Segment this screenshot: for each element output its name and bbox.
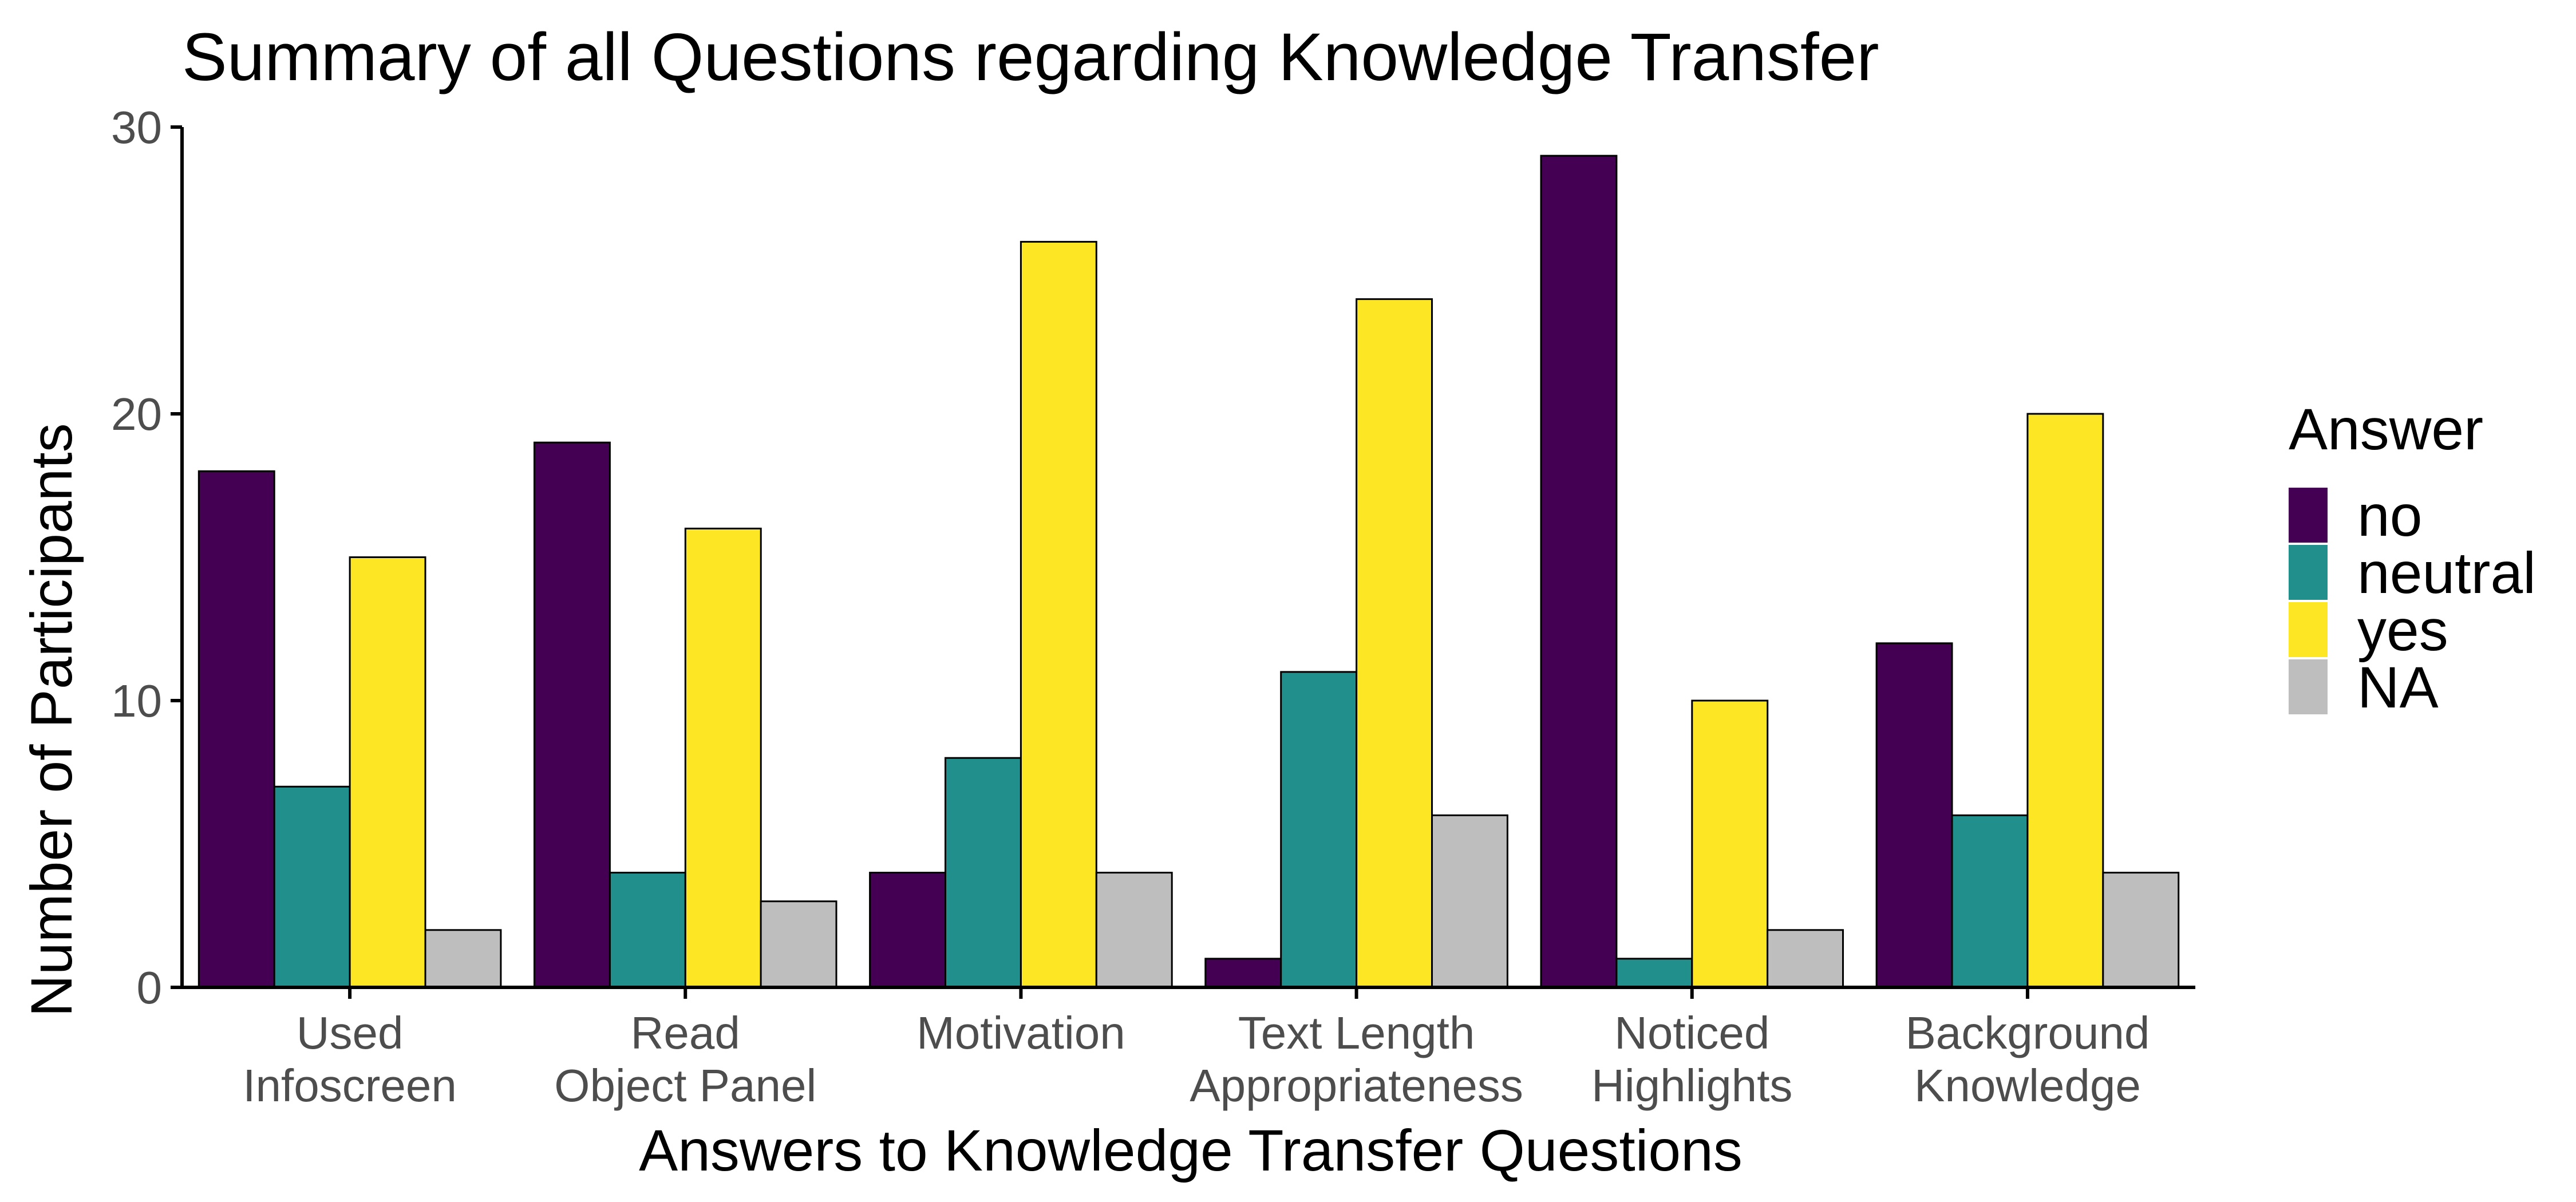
bar-yes-2 — [1020, 240, 1097, 989]
bar-no-5 — [1875, 642, 1953, 989]
bar-yes-1 — [684, 527, 762, 989]
x-tick-label: Read — [631, 1007, 740, 1058]
legend-key-neutral — [2289, 545, 2328, 600]
bar-no-0 — [197, 470, 275, 989]
x-tick-label: Object Panel — [554, 1060, 816, 1111]
bar-na-4 — [1767, 929, 1844, 989]
legend-key-yes — [2289, 602, 2328, 657]
bar-no-2 — [869, 872, 946, 989]
y-tick-label: 10 — [111, 675, 162, 726]
bar-yes-5 — [2026, 413, 2104, 989]
bar-na-1 — [760, 900, 837, 989]
bar-na-3 — [1431, 814, 1508, 989]
bar-neutral-5 — [1951, 814, 2029, 989]
bar-no-4 — [1540, 155, 1618, 989]
bar-no-1 — [534, 441, 611, 989]
x-tick-label: Highlights — [1591, 1060, 1792, 1111]
legend-title: Answer — [2289, 397, 2483, 462]
legend-key-na — [2289, 659, 2328, 714]
x-tick-label: Background — [1905, 1007, 2150, 1058]
bar-na-2 — [1095, 872, 1173, 989]
x-tick-label: Appropriateness — [1190, 1060, 1523, 1111]
bar-yes-4 — [1691, 699, 1769, 989]
x-axis-title: Answers to Knowledge Transfer Questions — [639, 1118, 1743, 1183]
bars-layer — [197, 155, 2180, 989]
x-tick-label: Text Length — [1238, 1007, 1475, 1058]
bar-na-5 — [2102, 872, 2180, 989]
legend-label-no: no — [2357, 483, 2422, 548]
x-tick-label: Motivation — [916, 1007, 1125, 1058]
x-tick-label: Used — [297, 1007, 404, 1058]
bar-na-0 — [424, 929, 502, 989]
bar-neutral-3 — [1280, 671, 1358, 989]
bar-neutral-4 — [1615, 958, 1693, 989]
bar-yes-0 — [349, 556, 426, 989]
chart-title: Summary of all Questions regarding Knowl… — [182, 19, 1879, 95]
y-tick-label: 0 — [137, 962, 163, 1013]
x-tick-label: Knowledge — [1914, 1060, 2141, 1111]
y-tick-label: 20 — [111, 389, 162, 440]
y-tick-label: 30 — [111, 102, 162, 153]
legend-label-yes: yes — [2357, 598, 2448, 663]
legend-label-na: NA — [2357, 655, 2439, 720]
legend-key-no — [2289, 488, 2328, 543]
bar-yes-3 — [1356, 298, 1433, 989]
bar-neutral-2 — [945, 757, 1022, 989]
bar-neutral-1 — [609, 872, 686, 989]
bar-no-3 — [1204, 958, 1282, 989]
x-tick-label: Infoscreen — [243, 1060, 457, 1111]
bar-neutral-0 — [273, 785, 351, 989]
y-axis-ticks: 0 10 20 30 — [111, 102, 182, 1013]
y-axis-title: Number of Participants — [19, 423, 84, 1017]
legend-label-neutral: neutral — [2357, 540, 2536, 606]
x-tick-label: Noticed — [1614, 1007, 1769, 1058]
